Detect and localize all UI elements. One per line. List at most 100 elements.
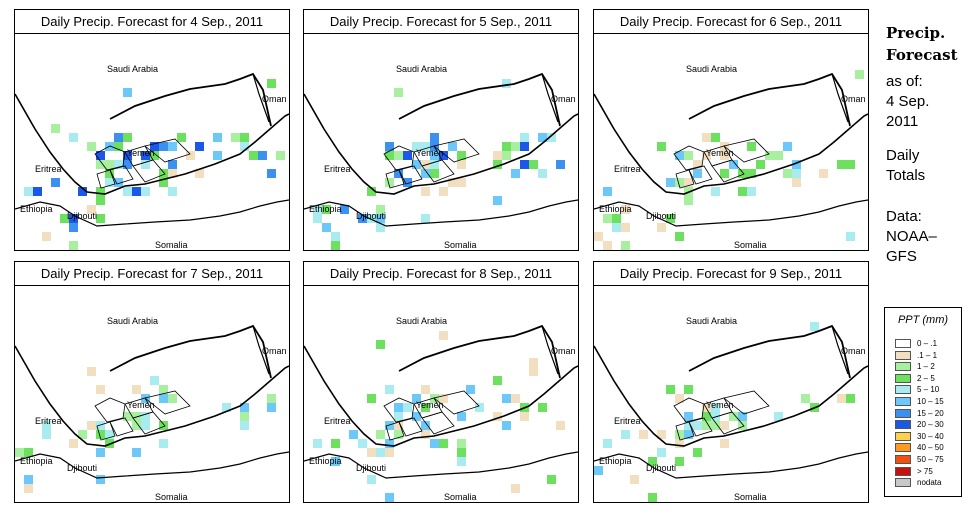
rain-cell [367, 448, 376, 457]
panel-map: Saudi Arabia Oman Yemen Eritrea Ethiopia Djib… [594, 286, 868, 502]
boundary-line [398, 72, 561, 127]
legend-label: .1 – 1 [917, 350, 938, 360]
panel-map: Saudi Arabia Oman Yemen Eritrea Ethiopia Djib… [304, 286, 578, 502]
rain-cell [657, 223, 666, 232]
rain-cell [702, 412, 711, 421]
boundary-line [252, 325, 270, 375]
legend-label: > 75 [917, 466, 933, 476]
rain-cell [711, 403, 720, 412]
rain-cell [168, 160, 177, 169]
rain-cell [69, 439, 78, 448]
rain-cell [675, 457, 684, 466]
rain-cell [213, 133, 222, 142]
panel-title: Daily Precip. Forecast for 4 Sep., 2011 [15, 10, 289, 34]
rain-cell [105, 169, 114, 178]
rain-cell [24, 187, 33, 196]
rain-cell [502, 79, 511, 88]
map-label-saudi: Saudi Arabia [396, 316, 448, 326]
governorate-boundary [711, 411, 745, 435]
rain-cell [96, 151, 105, 160]
rain-cell [810, 322, 819, 331]
rain-cell [331, 232, 340, 241]
boundary-line [304, 451, 578, 479]
rain-cell [403, 178, 412, 187]
map-label-djibouti: Djibouti [67, 463, 98, 473]
rain-cell [747, 142, 756, 151]
rain-cell [123, 160, 132, 169]
rain-cell [114, 142, 123, 151]
rain-cell [684, 196, 693, 205]
boundary-line [304, 345, 578, 447]
rain-cell [792, 160, 801, 169]
rain-cell [439, 394, 448, 403]
rain-cell [675, 394, 684, 403]
rain-cell [801, 394, 810, 403]
governorate-boundary [398, 165, 423, 185]
rain-cell [87, 205, 96, 214]
rain-cell [412, 394, 421, 403]
governorate-boundary [675, 169, 695, 189]
rain-cell [711, 187, 720, 196]
rain-cell [720, 151, 729, 160]
rain-cell [538, 403, 547, 412]
governorate-boundary [433, 390, 480, 415]
rain-cell [430, 160, 439, 169]
governorate-boundary [673, 397, 705, 423]
rain-cell [376, 448, 385, 457]
governorate-boundary [96, 421, 116, 441]
rain-cell [684, 385, 693, 394]
rain-cell [42, 421, 51, 430]
rain-cell [96, 214, 105, 223]
rain-cell [96, 196, 105, 205]
legend-swatch [895, 385, 911, 395]
data-source-line2: NOAA– [886, 228, 937, 245]
as-of-block: as of: 4 Sep. 2011 [886, 72, 929, 132]
rain-cell [457, 457, 466, 466]
rain-cell [412, 412, 421, 421]
map-label-ethiopia: Ethiopia [309, 204, 342, 214]
rain-cell [358, 439, 367, 448]
rain-cell [684, 178, 693, 187]
rain-cell [141, 421, 150, 430]
rain-cell [33, 187, 42, 196]
rain-cell [276, 151, 285, 160]
rain-cell [693, 160, 702, 169]
rain-cell [603, 241, 612, 250]
rain-cell [520, 142, 529, 151]
map-label-ethiopia: Ethiopia [599, 456, 632, 466]
rain-cell [376, 340, 385, 349]
rain-cell [367, 394, 376, 403]
rain-cell [159, 394, 168, 403]
rain-cell [394, 151, 403, 160]
governorate-boundary [132, 159, 166, 183]
governorate-boundary [723, 138, 770, 163]
rain-cell [331, 439, 340, 448]
boundary-line [688, 72, 851, 127]
rain-cell [493, 151, 502, 160]
rain-cell [78, 430, 87, 439]
rain-cell [502, 394, 511, 403]
rain-cell [340, 205, 349, 214]
map-label-somalia: Somalia [734, 240, 767, 250]
rain-cell [240, 421, 249, 430]
governorate-boundary [688, 417, 713, 437]
rain-cell [24, 448, 33, 457]
rain-cell [439, 187, 448, 196]
rain-cell [774, 412, 783, 421]
rain-cell [96, 421, 105, 430]
rain-cell [141, 151, 150, 160]
rain-cell [114, 133, 123, 142]
rain-cell [520, 412, 529, 421]
rain-cell [448, 178, 457, 187]
rain-cell [666, 385, 675, 394]
rain-cell [322, 205, 331, 214]
map-label-yemen: Yemen [706, 148, 734, 158]
rain-cell [123, 412, 132, 421]
rain-cell [213, 151, 222, 160]
rain-cell [792, 169, 801, 178]
rain-cell [69, 223, 78, 232]
totals-block: Daily Totals [886, 146, 925, 186]
side-title-line1: Precip. [886, 24, 946, 42]
as-of-date-line2: 2011 [886, 113, 919, 130]
boundary-line [398, 324, 561, 379]
